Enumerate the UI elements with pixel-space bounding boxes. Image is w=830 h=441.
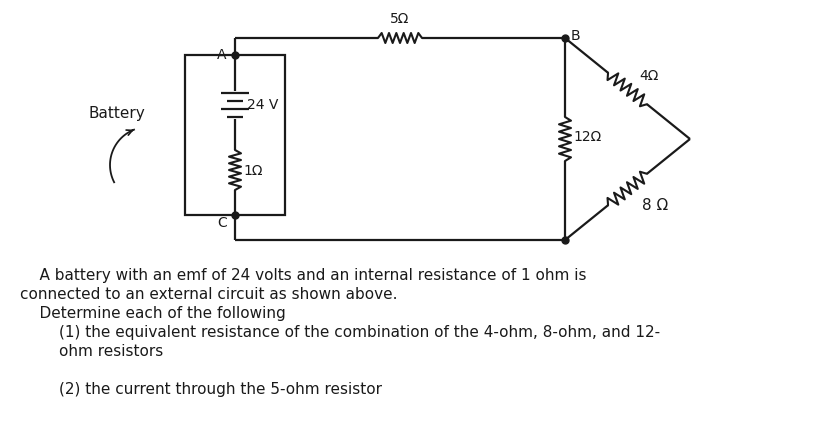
Text: A: A <box>217 48 227 62</box>
Text: 4Ω: 4Ω <box>639 70 659 83</box>
Text: 8 Ω: 8 Ω <box>642 198 668 213</box>
Bar <box>185 55 285 215</box>
Text: A battery with an emf of 24 volts and an internal resistance of 1 ohm is: A battery with an emf of 24 volts and an… <box>20 268 587 283</box>
Text: Battery: Battery <box>88 106 144 121</box>
Text: Determine each of the following: Determine each of the following <box>20 306 286 321</box>
Text: (2) the current through the 5-ohm resistor: (2) the current through the 5-ohm resist… <box>20 382 382 397</box>
Text: 12Ω: 12Ω <box>573 130 601 144</box>
Text: B: B <box>571 29 581 43</box>
Text: (1) the equivalent resistance of the combination of the 4-ohm, 8-ohm, and 12-: (1) the equivalent resistance of the com… <box>20 325 660 340</box>
Text: ohm resistors: ohm resistors <box>20 344 164 359</box>
Text: 5Ω: 5Ω <box>390 12 409 26</box>
Text: 24 V: 24 V <box>247 98 278 112</box>
Text: 1Ω: 1Ω <box>243 164 262 178</box>
Text: connected to an external circuit as shown above.: connected to an external circuit as show… <box>20 287 398 302</box>
Text: C: C <box>217 216 227 230</box>
